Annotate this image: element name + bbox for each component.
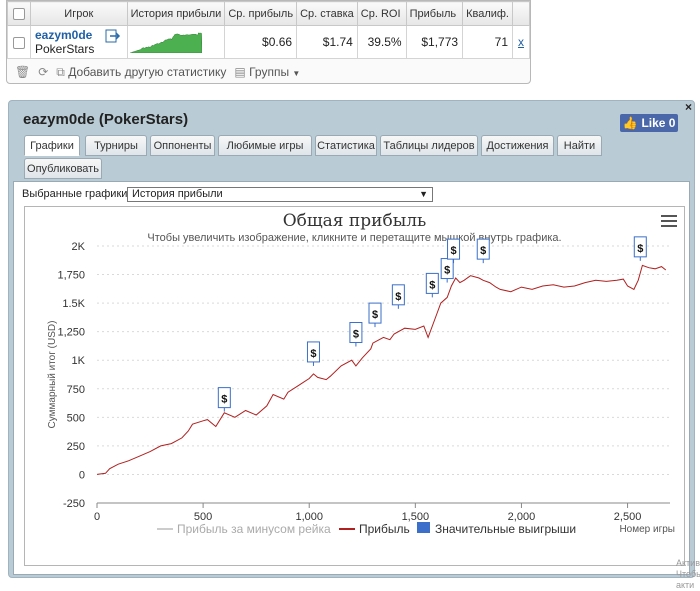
col-header-blank bbox=[512, 1, 530, 26]
legend-bigwins-swatch bbox=[417, 522, 430, 533]
facebook-like-button[interactable]: 👍 Like 0 bbox=[620, 114, 678, 132]
tab-publish[interactable]: Опубликовать bbox=[24, 158, 102, 179]
big-win-dollar-icon: $ bbox=[429, 279, 435, 291]
profit-sparkline bbox=[126, 25, 226, 59]
close-icon[interactable]: × bbox=[684, 100, 692, 114]
big-win-dollar-icon: $ bbox=[637, 243, 643, 255]
table-row: eazym0de PokerStars $0.66 $1.74 39.5% $1… bbox=[7, 25, 530, 59]
chart-svg: -250 0 250 500 750 1K 1,250 1.5K 1,750 2K 0 500 1,00… bbox=[47, 236, 675, 536]
big-win-marker bbox=[391, 284, 405, 306]
add-stats-button[interactable]: ⧉ Добавить другую статистику bbox=[56, 64, 227, 79]
col-header-history[interactable]: История прибыли bbox=[126, 1, 226, 26]
table-header-row: Игрок История прибыли Ср. прибыль Ср. ст… bbox=[7, 1, 530, 26]
big-win-marker bbox=[425, 272, 439, 294]
x-tick-label: 0 bbox=[94, 511, 100, 523]
thumbs-up-icon: 👍 bbox=[622, 116, 638, 130]
chart-title: Общая прибыль bbox=[282, 211, 427, 231]
big-win-dollar-icon: $ bbox=[444, 265, 450, 277]
y-tick-label: 1,250 bbox=[57, 327, 85, 339]
avg-profit-cell: $0.66 bbox=[224, 25, 298, 59]
legend-rake-label: Прибыль за минусом рейка bbox=[177, 522, 331, 536]
x-tick-label: 2,000 bbox=[508, 511, 536, 523]
groups-dropdown[interactable]: ▤ Группы ▼ bbox=[234, 65, 301, 79]
tab-opponents[interactable]: Оппоненты bbox=[150, 135, 215, 156]
col-header-player[interactable]: Игрок bbox=[29, 1, 128, 26]
player-stats-table: Игрок История прибыли Ср. прибыль Ср. ст… bbox=[7, 1, 530, 59]
y-axis-label: Суммарный итог (USD) bbox=[47, 321, 58, 429]
col-header-avg-stake[interactable]: Ср. ставка bbox=[296, 1, 358, 26]
col-header-avg-roi[interactable]: Ср. ROI bbox=[356, 1, 407, 26]
trash-icon[interactable]: 🗑 bbox=[15, 65, 31, 79]
tab-leaderboards[interactable]: Таблицы лидеров bbox=[380, 135, 478, 156]
x-tick-label: 1,500 bbox=[402, 511, 430, 523]
charts-tab-content: Выбранные графики: История прибыли ▼ Обща… bbox=[13, 181, 690, 575]
tab-tournaments[interactable]: Турниры bbox=[85, 135, 147, 156]
count-cell: 71 bbox=[462, 25, 513, 59]
select-all-checkbox[interactable] bbox=[7, 1, 31, 26]
tab-achievements[interactable]: Достижения bbox=[481, 135, 554, 156]
page-title: eazym0de (PokerStars) bbox=[23, 111, 189, 128]
legend-bigwins-label: Значительные выигрыши bbox=[435, 522, 576, 536]
y-tick-label: 0 bbox=[79, 469, 85, 481]
y-tick-label: -250 bbox=[63, 498, 85, 510]
row-checkbox[interactable] bbox=[7, 25, 31, 59]
groups-icon: ▤ bbox=[234, 65, 246, 79]
profit-cell: $1,773 bbox=[405, 25, 464, 59]
remove-player-link[interactable]: x bbox=[512, 25, 530, 59]
big-win-dollar-icon: $ bbox=[221, 394, 227, 406]
x-tick-label: 500 bbox=[194, 511, 212, 523]
chart-menu-icon[interactable] bbox=[661, 215, 677, 230]
y-tick-label: 500 bbox=[67, 412, 85, 424]
legend-profit-label: Прибыль bbox=[359, 522, 410, 536]
profit-chart[interactable]: Общая прибыль Чтобы увеличить изображени… bbox=[24, 206, 685, 566]
y-tick-label: 1,750 bbox=[57, 270, 85, 282]
refresh-icon[interactable]: ⟳ bbox=[38, 65, 49, 79]
chart-selector[interactable]: История прибыли ▼ bbox=[127, 187, 433, 202]
player-name-link[interactable]: eazym0de bbox=[34, 28, 93, 42]
y-tick-label: 2K bbox=[72, 241, 86, 253]
copy-icon: ⧉ bbox=[56, 64, 65, 79]
y-tick-label: 1.5K bbox=[62, 298, 85, 310]
player-export-icon[interactable] bbox=[105, 28, 121, 44]
big-win-dollar-icon: $ bbox=[480, 245, 486, 257]
col-header-count[interactable]: Квалиф. bbox=[462, 1, 513, 26]
activation-watermark: АктивациЧтобы акти bbox=[676, 558, 700, 590]
stats-toolbar: 🗑 ⟳ ⧉ Добавить другую статистику ▤ Групп… bbox=[7, 61, 530, 83]
series-line-profit bbox=[96, 264, 667, 475]
player-cell: eazym0de PokerStars bbox=[29, 25, 128, 59]
x-axis-label: Номер игры bbox=[619, 524, 675, 535]
big-win-dollar-icon: $ bbox=[353, 329, 359, 341]
y-tick-label: 750 bbox=[67, 384, 85, 396]
chart-selector-label: Выбранные графики: bbox=[22, 188, 131, 200]
big-win-dollar-icon: $ bbox=[450, 245, 456, 257]
x-tick-label: 2,500 bbox=[614, 511, 642, 523]
tab-find[interactable]: Найти bbox=[557, 135, 602, 156]
avg-roi-cell: 39.5% bbox=[356, 25, 407, 59]
big-win-marker bbox=[633, 236, 647, 258]
y-tick-label: 1K bbox=[72, 355, 86, 367]
chevron-down-icon: ▼ bbox=[292, 69, 301, 78]
big-win-marker bbox=[447, 238, 461, 260]
tab-charts[interactable]: Графики bbox=[24, 135, 80, 156]
big-win-dollar-icon: $ bbox=[395, 291, 401, 303]
col-header-profit[interactable]: Прибыль bbox=[405, 1, 464, 26]
x-tick-label: 1,000 bbox=[295, 511, 323, 523]
player-stats-panel: Игрок История прибыли Ср. прибыль Ср. ст… bbox=[6, 0, 531, 84]
big-win-marker bbox=[476, 238, 490, 260]
player-network: PokerStars bbox=[34, 42, 95, 56]
avg-stake-cell: $1.74 bbox=[296, 25, 358, 59]
big-win-dollar-icon: $ bbox=[372, 309, 378, 321]
col-header-avg-profit[interactable]: Ср. прибыль bbox=[224, 1, 298, 26]
dropdown-arrow-icon: ▼ bbox=[419, 189, 428, 199]
tab-statistics[interactable]: Статистика bbox=[315, 135, 377, 156]
y-tick-label: 250 bbox=[67, 441, 85, 453]
tab-favorite-games[interactable]: Любимые игры bbox=[218, 135, 312, 156]
big-win-dollar-icon: $ bbox=[310, 348, 316, 360]
player-detail-panel: × eazym0de (PokerStars) 👍 Like 0 Графики … bbox=[8, 100, 695, 578]
